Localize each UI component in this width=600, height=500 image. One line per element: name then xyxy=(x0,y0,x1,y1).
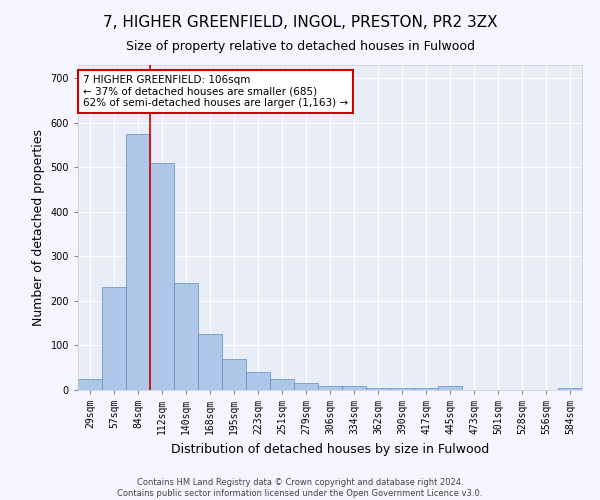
Text: 7 HIGHER GREENFIELD: 106sqm
← 37% of detached houses are smaller (685)
62% of se: 7 HIGHER GREENFIELD: 106sqm ← 37% of det… xyxy=(83,74,348,108)
Bar xyxy=(246,372,270,390)
Bar xyxy=(198,334,222,390)
Bar xyxy=(270,379,294,390)
Bar xyxy=(390,388,414,390)
Y-axis label: Number of detached properties: Number of detached properties xyxy=(32,129,45,326)
Bar xyxy=(174,283,198,390)
Text: Contains HM Land Registry data © Crown copyright and database right 2024.
Contai: Contains HM Land Registry data © Crown c… xyxy=(118,478,482,498)
Text: Size of property relative to detached houses in Fulwood: Size of property relative to detached ho… xyxy=(125,40,475,53)
Bar xyxy=(126,134,150,390)
Bar xyxy=(438,386,462,390)
Bar xyxy=(558,388,582,390)
Text: 7, HIGHER GREENFIELD, INGOL, PRESTON, PR2 3ZX: 7, HIGHER GREENFIELD, INGOL, PRESTON, PR… xyxy=(103,15,497,30)
Bar xyxy=(414,388,438,390)
Bar xyxy=(78,379,102,390)
Bar xyxy=(294,384,318,390)
X-axis label: Distribution of detached houses by size in Fulwood: Distribution of detached houses by size … xyxy=(171,442,489,456)
Bar xyxy=(222,359,246,390)
Bar xyxy=(366,388,390,390)
Bar xyxy=(102,286,126,390)
Bar xyxy=(318,386,342,390)
Bar xyxy=(342,386,366,390)
Bar xyxy=(150,163,174,390)
